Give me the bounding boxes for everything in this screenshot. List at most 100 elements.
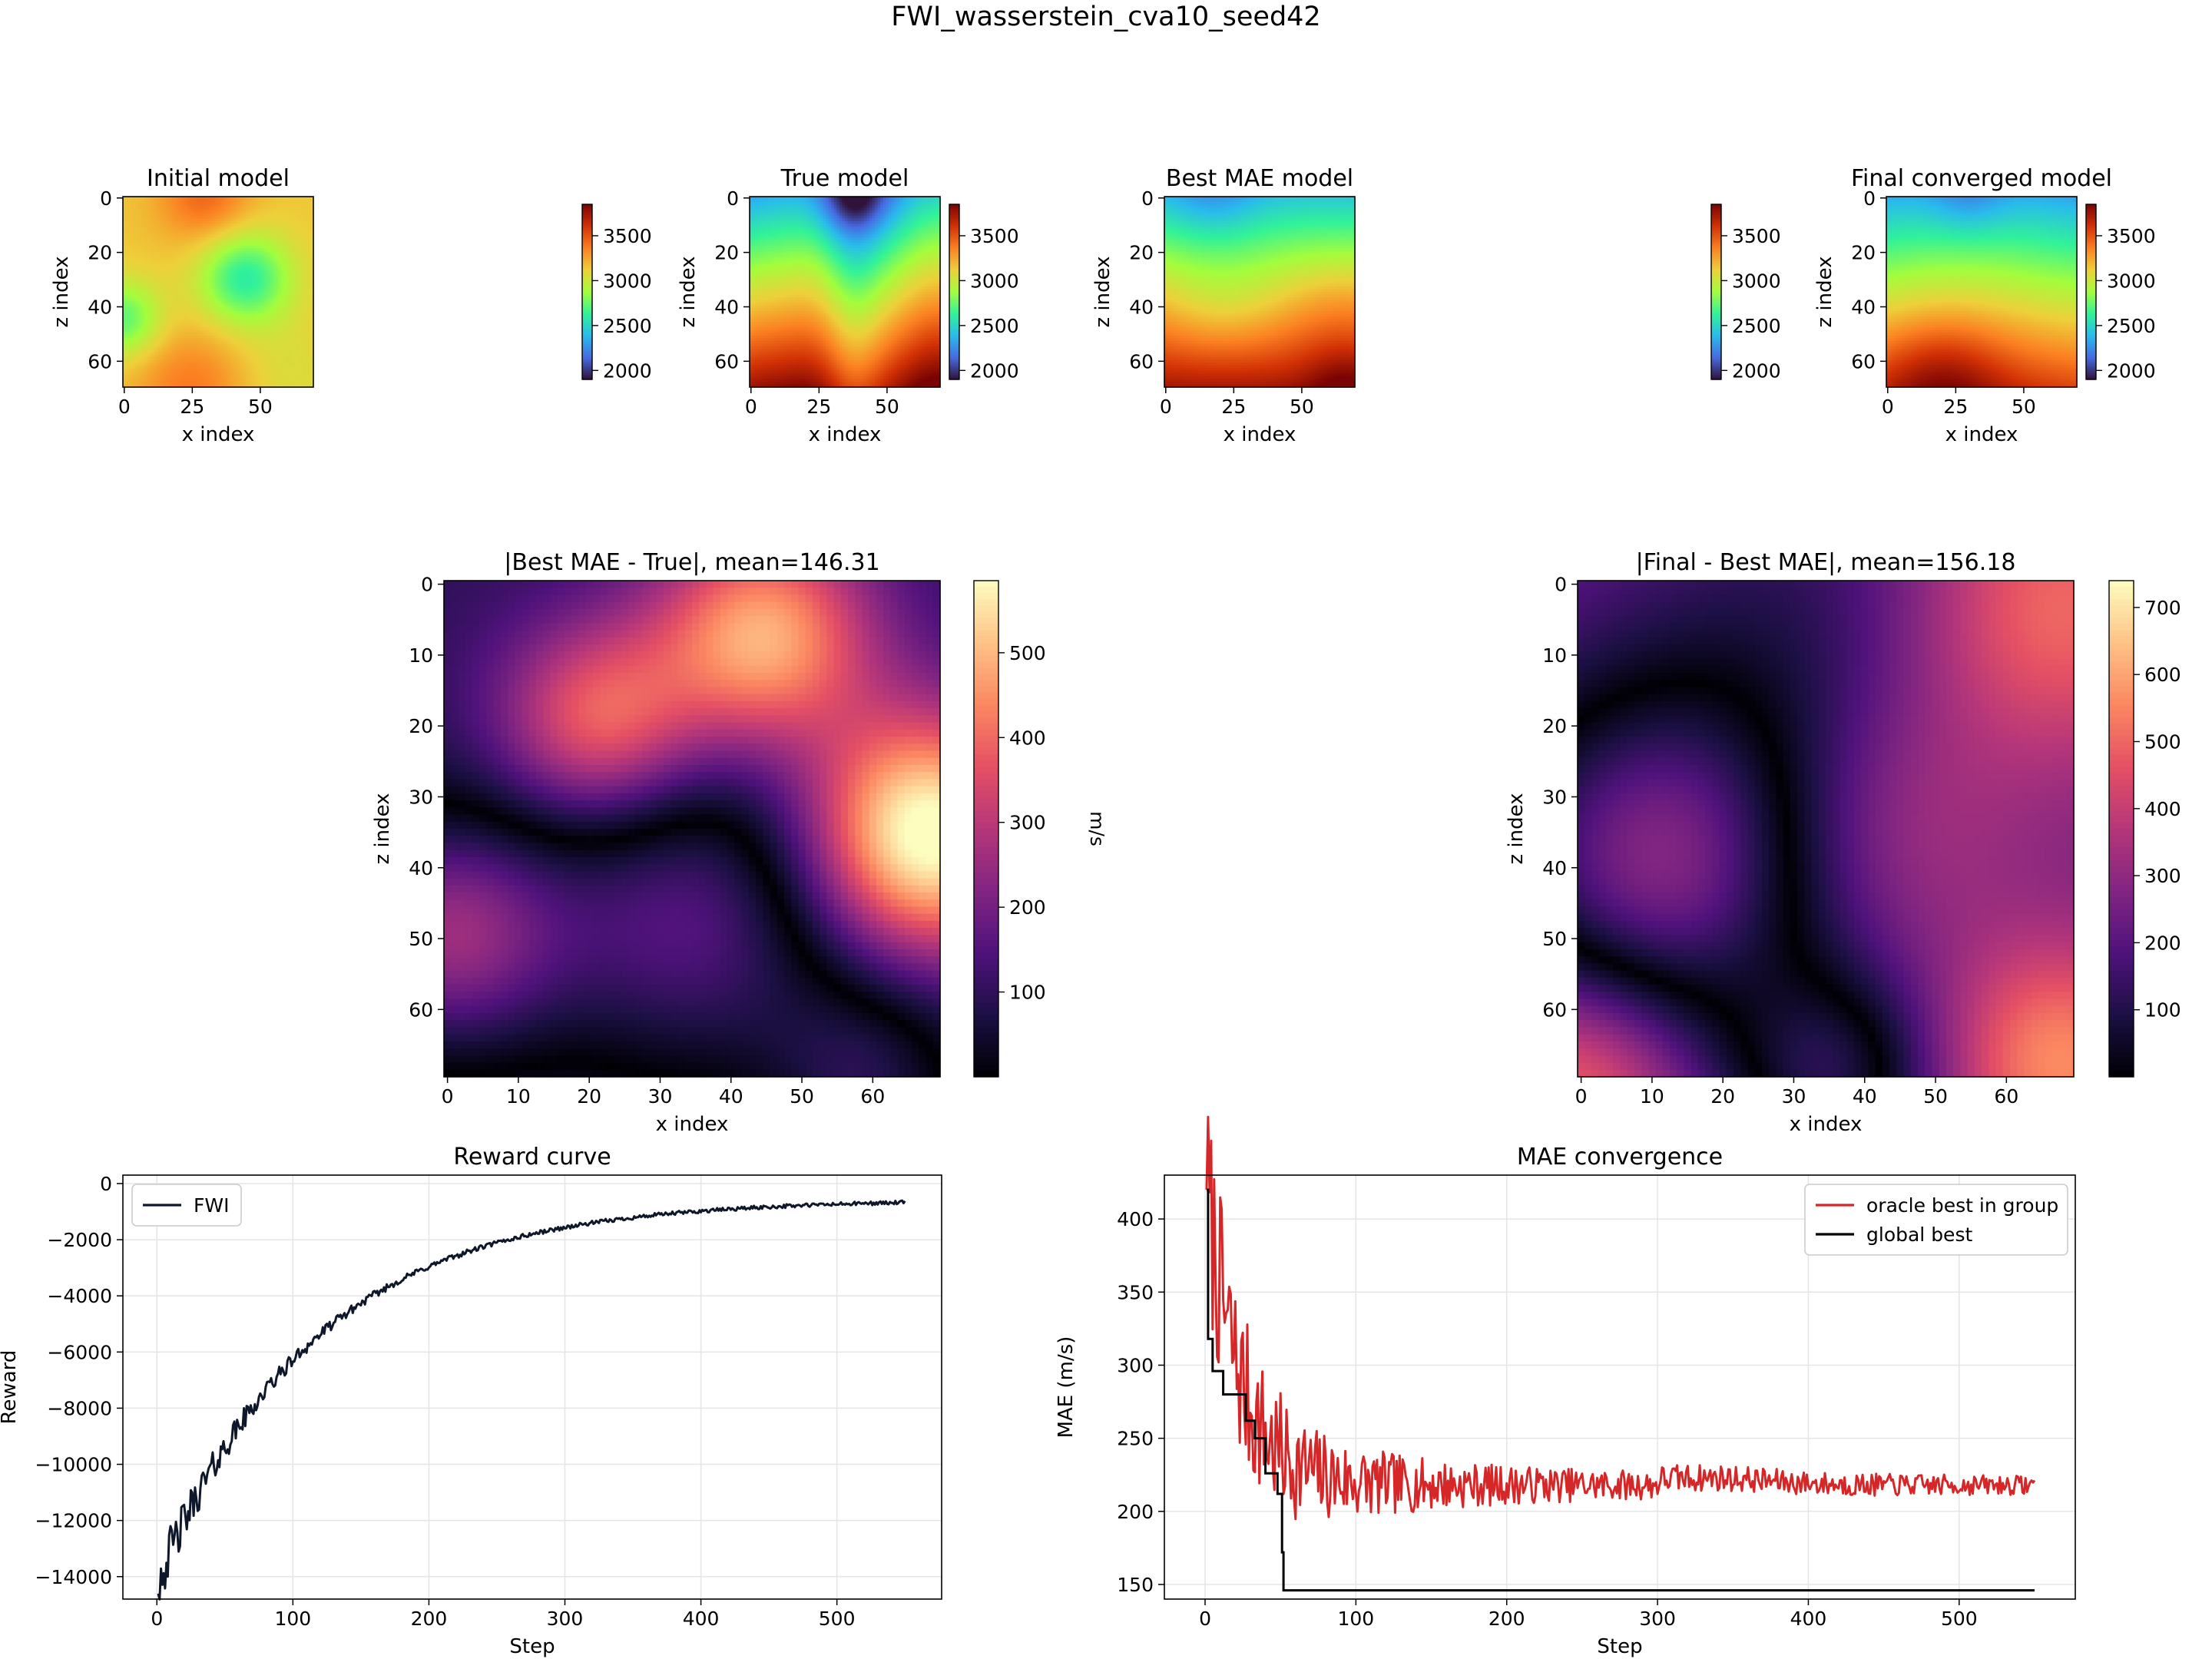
heatmap-cell: [185, 246, 188, 249]
heatmap-cell: [156, 352, 159, 355]
heatmap-cell: [243, 200, 246, 203]
heatmap-cell: [194, 278, 197, 281]
heatmap-cell: [234, 295, 237, 298]
heatmap-cell: [183, 221, 186, 224]
heatmap-cell: [183, 316, 186, 320]
heatmap-cell: [194, 311, 197, 314]
heatmap-cell: [273, 221, 276, 224]
heatmap-cell: [158, 237, 161, 240]
heatmap-cell: [147, 243, 151, 246]
heatmap-cell: [267, 273, 270, 276]
heatmap-cell: [202, 270, 205, 273]
heatmap-cell: [224, 306, 227, 309]
heatmap-cell: [128, 283, 131, 286]
heatmap-cell: [218, 218, 221, 221]
heatmap-cell: [273, 218, 276, 221]
heatmap-cell: [174, 325, 177, 328]
heatmap-cell: [221, 346, 224, 349]
heatmap-cell: [185, 308, 188, 311]
heatmap-cell: [156, 363, 159, 366]
heatmap-cell: [213, 360, 216, 363]
heatmap-cell: [164, 243, 167, 246]
heatmap-cell: [221, 286, 224, 290]
heatmap-cell: [177, 216, 180, 219]
heatmap-cell: [280, 286, 283, 290]
heatmap-cell: [172, 202, 175, 205]
heatmap-cell: [280, 327, 283, 330]
heatmap-cell: [286, 319, 290, 322]
heatmap-cell: [210, 363, 213, 366]
heatmap-cell: [257, 270, 260, 273]
heatmap-cell: [207, 346, 210, 349]
heatmap-cell: [234, 216, 237, 219]
heatmap-cell: [215, 221, 218, 224]
heatmap-cell: [267, 333, 270, 336]
heatmap-cell: [213, 303, 216, 306]
heatmap-cell: [275, 325, 278, 328]
heatmap-cell: [202, 257, 205, 260]
heatmap-cell: [185, 343, 188, 346]
heatmap-cell: [177, 311, 180, 314]
heatmap-cell: [300, 224, 303, 227]
heatmap-cell: [262, 200, 265, 203]
heatmap-cell: [134, 333, 137, 336]
heatmap-cell: [257, 227, 260, 230]
heatmap-cell: [177, 227, 180, 230]
heatmap-cell: [134, 207, 137, 210]
heatmap-cell: [202, 343, 205, 346]
heatmap-cell: [204, 278, 207, 281]
heatmap-cell: [251, 346, 254, 349]
heatmap-cell: [297, 227, 300, 230]
heatmap-cell: [275, 292, 278, 295]
heatmap-cell: [224, 276, 227, 279]
heatmap-cell: [150, 224, 153, 227]
heatmap-cell: [289, 341, 292, 344]
heatmap-cell: [259, 273, 262, 276]
heatmap-cell: [251, 319, 254, 322]
heatmap-cell: [221, 283, 224, 286]
heatmap-cell: [213, 207, 216, 210]
heatmap-cell: [188, 278, 191, 281]
heatmap-cell: [202, 210, 205, 214]
heatmap-cell: [194, 341, 197, 344]
heatmap-cell: [262, 300, 265, 303]
heatmap-cell: [248, 341, 251, 344]
heatmap-cell: [131, 224, 134, 227]
heatmap-cell: [172, 306, 175, 309]
heatmap-cell: [128, 316, 131, 320]
heatmap-cell: [174, 276, 177, 279]
heatmap-cell: [275, 341, 278, 344]
heatmap-cell: [131, 327, 134, 330]
heatmap-cell: [308, 216, 311, 219]
heatmap-cell: [202, 243, 205, 246]
heatmap-cell: [139, 333, 142, 336]
heatmap-cell: [248, 240, 251, 243]
heatmap-cell: [147, 286, 151, 290]
heatmap-cell: [183, 276, 186, 279]
heatmap-cell: [308, 230, 311, 233]
heatmap-cell: [292, 283, 295, 286]
heatmap-cell: [204, 207, 207, 210]
heatmap-cell: [251, 210, 254, 214]
heatmap-cell: [297, 278, 300, 281]
heatmap-cell: [197, 289, 200, 292]
heatmap-cell: [270, 283, 273, 286]
heatmap-cell: [289, 303, 292, 306]
heatmap-cell: [213, 205, 216, 208]
heatmap-cell: [161, 286, 164, 290]
heatmap-cell: [142, 230, 145, 233]
heatmap-cell: [275, 289, 278, 292]
heatmap-cell: [134, 319, 137, 322]
heatmap-cell: [174, 251, 177, 254]
heatmap-cell: [300, 292, 303, 295]
heatmap-cell: [253, 297, 257, 300]
heatmap-cell: [234, 259, 237, 262]
heatmap-cell: [167, 325, 170, 328]
heatmap-cell: [262, 230, 265, 233]
heatmap-cell: [167, 341, 170, 344]
heatmap-cell: [305, 262, 308, 265]
heatmap-cell: [213, 210, 216, 214]
heatmap-cell: [245, 308, 248, 311]
heatmap-cell: [248, 235, 251, 238]
heatmap-cell: [137, 319, 140, 322]
